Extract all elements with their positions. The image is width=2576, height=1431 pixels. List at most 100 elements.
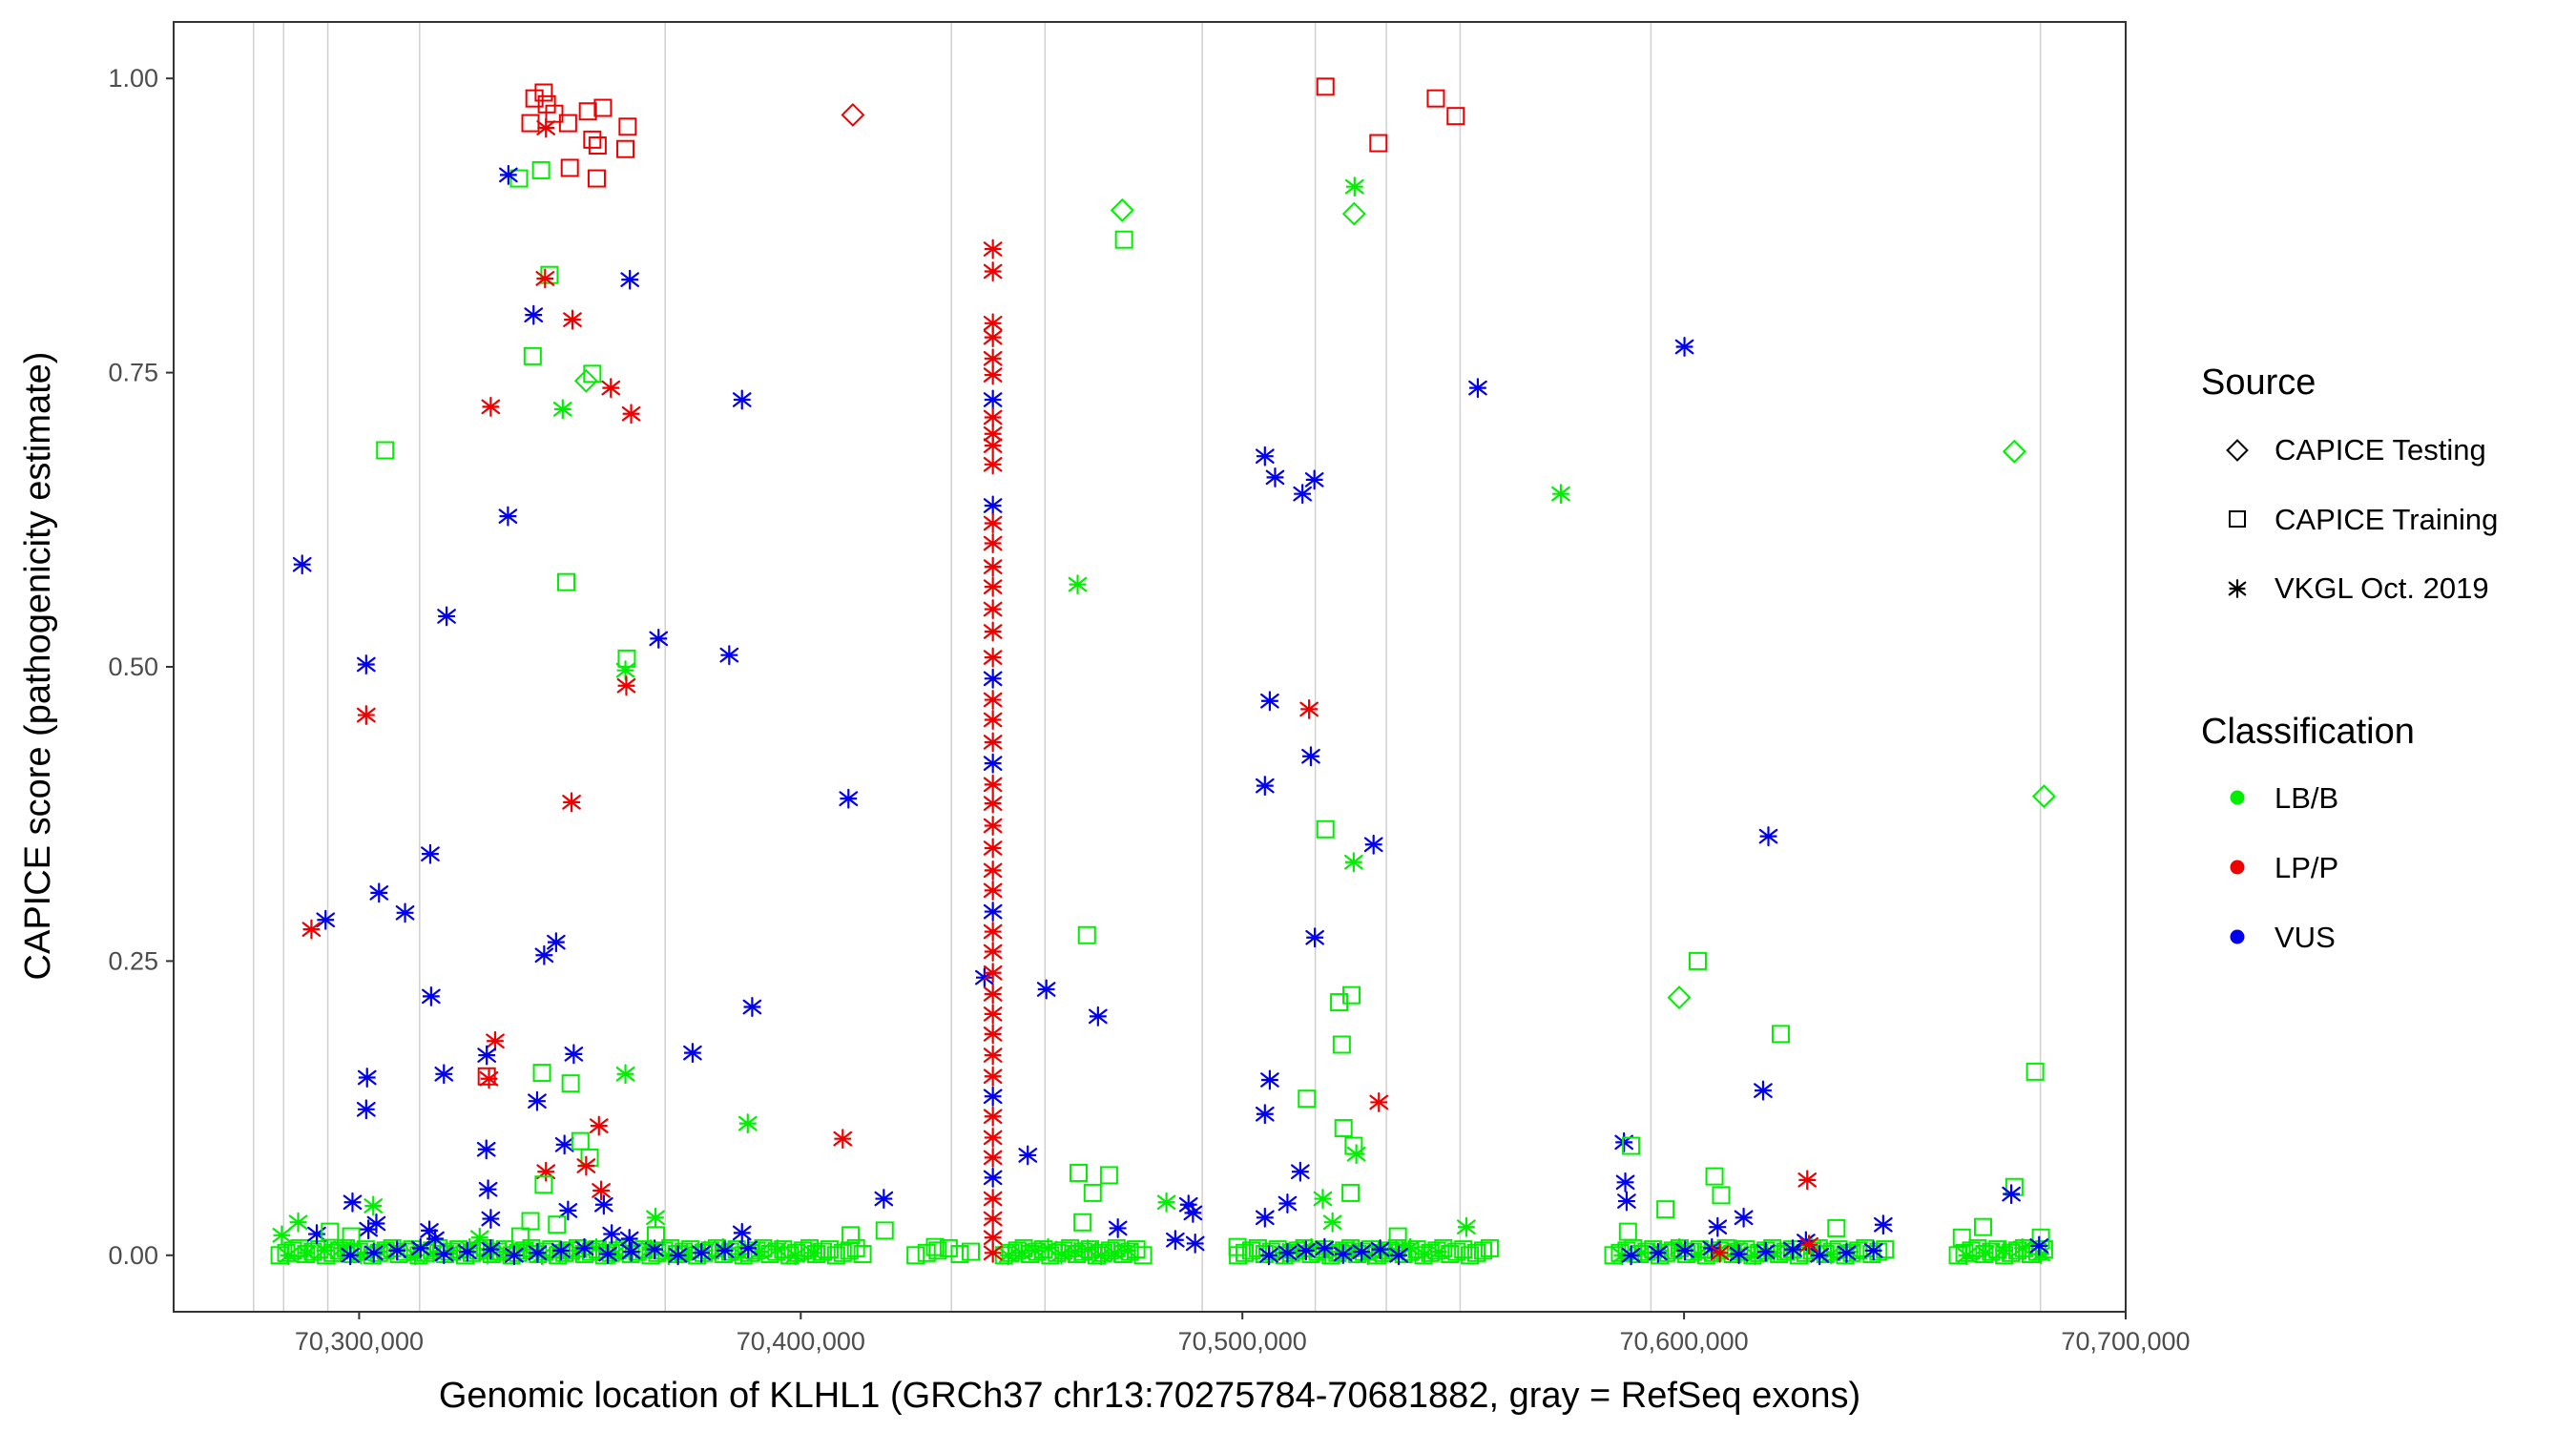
data-point-baseline [588,1240,607,1259]
data-point [422,985,441,1006]
data-point [683,1043,702,1064]
data-point-baseline [496,1241,515,1262]
data-point-baseline [1259,1245,1278,1266]
x-tick-label: 70,300,000 [295,1327,424,1356]
data-point [316,909,336,930]
data-point [1036,979,1056,1000]
data-point [1667,985,1692,1010]
data-point-baseline [962,1242,981,1261]
data-point [583,364,602,384]
data-point [983,1045,1003,1066]
data-point-baseline [939,1238,958,1257]
data-point [983,533,1003,553]
data-point-baseline [434,1244,454,1265]
x-axis-title: Genomic location of KLHL1 (GRCh37 chr13:… [439,1376,1860,1416]
data-point [1083,1183,1102,1202]
data-point [983,1242,1003,1263]
data-point [983,793,1003,814]
data-point-baseline [1118,1240,1137,1261]
data-point [1551,484,1570,505]
legend-class-label-vus: VUS [2275,921,2336,954]
data-point [548,1215,567,1234]
data-point [499,164,518,185]
data-point-baseline [807,1245,826,1264]
data-point-baseline [1297,1240,1316,1261]
data-point [983,364,1003,385]
data-point-baseline [364,1242,384,1263]
data-point [615,1064,635,1085]
data-point [1344,176,1364,197]
data-point-baseline [621,1241,641,1262]
data-point-baseline [481,1239,501,1260]
data-point [1344,852,1363,873]
data-point-baseline [1248,1238,1267,1257]
data-point [841,1226,861,1245]
data-point-baseline [1389,1245,1408,1266]
data-point [2031,784,2056,809]
data-point [1799,1234,1818,1255]
data-point [616,675,636,696]
data-point [1712,1186,1731,1205]
y-tick-label: 0.25 [108,946,158,975]
data-point [1265,467,1285,487]
data-point-baseline [738,1237,758,1258]
data-point [601,378,621,399]
data-point-baseline [1255,1245,1274,1264]
data-point-baseline [1078,1239,1098,1260]
data-point [1183,1202,1203,1223]
data-point [1298,1089,1317,1109]
data-point [359,1219,378,1240]
data-point [839,788,859,809]
data-point [618,117,637,136]
data-point [1758,826,1778,847]
data-point-baseline [505,1245,524,1266]
data-point-baseline [1729,1244,1749,1265]
data-point-baseline [1675,1240,1694,1261]
data-point [558,1200,578,1221]
data-point [1077,925,1096,944]
data-point [983,753,1003,774]
data-point [594,1194,613,1215]
data-point [356,1099,376,1120]
data-point [983,1127,1003,1148]
data-point [1342,985,1361,1005]
data-point-baseline [785,1245,805,1266]
data-point [983,513,1003,533]
data-point [1952,1228,1971,1247]
data-point [983,238,1003,259]
data-point [578,102,597,121]
data-point [558,114,577,133]
data-point-baseline [1957,1245,1977,1266]
data-point [983,1209,1003,1229]
data-point [1255,1104,1275,1125]
data-point [1185,1234,1205,1254]
data-point [1754,1080,1773,1101]
data-point-baseline [853,1245,872,1264]
data-point [426,1229,445,1249]
data-point-baseline [341,1245,361,1266]
data-point [983,922,1003,943]
y-axis-title: CAPICE score (pathogenicity estimate) [18,352,58,981]
data-point [1293,484,1313,505]
x-tick-label: 70,600,000 [1620,1327,1749,1356]
data-point [1260,1069,1279,1090]
data-point [531,160,551,179]
data-point [621,404,641,425]
data-point [1617,1191,1636,1212]
data-point-baseline [279,1245,299,1266]
legend-source-keys [2226,439,2249,598]
data-point-baseline [1702,1237,1722,1258]
data-point-baseline [1994,1240,2014,1261]
data-point [983,1024,1003,1045]
data-point [587,169,606,188]
data-point [983,860,1003,881]
data-point [983,1004,1003,1025]
data-point [528,1090,547,1111]
data-point [477,1045,497,1066]
data-point [342,1227,361,1246]
data-point [983,1189,1003,1210]
data-point [510,1227,530,1246]
data-point [369,882,389,903]
data-point [1301,746,1320,767]
data-point [486,1030,505,1051]
